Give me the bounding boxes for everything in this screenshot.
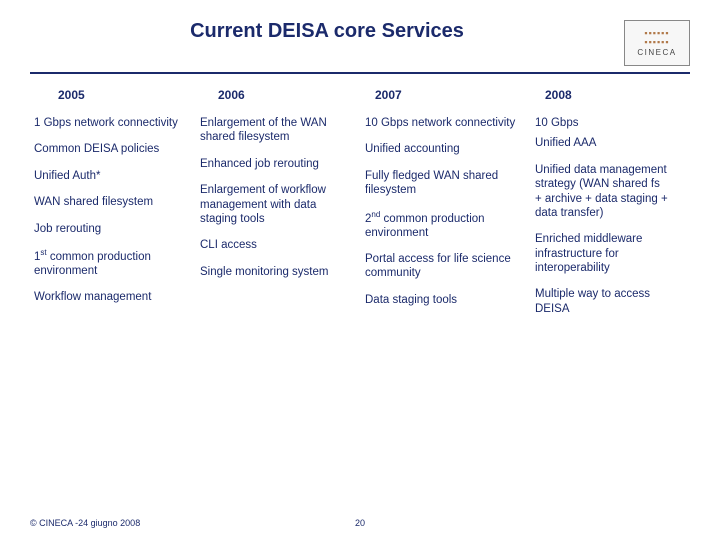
list-item: 10 Gbps	[535, 116, 669, 130]
logo-brand: CINECA	[637, 49, 676, 57]
list-item: Unified Auth*	[34, 169, 184, 183]
list-item: 1 Gbps network connectivity	[34, 116, 184, 130]
year-2006: 2006	[200, 88, 365, 102]
column-2008: 10 Gbps Unified AAA Unified data managem…	[535, 116, 685, 328]
list-item: Unified accounting	[365, 142, 519, 156]
list-item: CLI access	[200, 238, 349, 252]
footer: © CINECA -24 giugno 2008 20	[30, 518, 690, 528]
year-header-row: 2005 2006 2007 2008	[30, 88, 690, 102]
list-item: 10 Gbps network connectivity	[365, 116, 519, 130]
page-number: 20	[355, 518, 365, 528]
list-item: Multiple way to access DEISA	[535, 287, 669, 316]
list-item: Workflow management	[34, 290, 184, 304]
column-2006: Enlargement of the WAN shared filesystem…	[200, 116, 365, 328]
logo-dots-icon: ▪▪▪▪▪▪▪▪▪▪▪▪	[644, 29, 669, 47]
year-2008: 2008	[535, 88, 685, 102]
list-item: Data staging tools	[365, 293, 519, 307]
list-item: Common DEISA policies	[34, 142, 184, 156]
list-item: Unified data management strategy (WAN sh…	[535, 163, 669, 221]
footer-copyright: © CINECA -24 giugno 2008	[30, 518, 140, 528]
year-2005: 2005	[30, 88, 200, 102]
list-item: 1st common production environment	[34, 248, 184, 279]
list-item: Enhanced job rerouting	[200, 157, 349, 171]
title-rule	[30, 72, 690, 74]
list-item: 2nd common production environment	[365, 210, 519, 241]
list-item: Enlargement of the WAN shared filesystem	[200, 116, 349, 145]
list-item: Enriched middleware infrastructure for i…	[535, 232, 669, 275]
title-row: Current DEISA core Services ▪▪▪▪▪▪▪▪▪▪▪▪…	[30, 20, 690, 66]
list-item: Enlargement of workflow management with …	[200, 183, 349, 226]
list-item: Single monitoring system	[200, 265, 349, 279]
year-2007: 2007	[365, 88, 535, 102]
slide: Current DEISA core Services ▪▪▪▪▪▪▪▪▪▪▪▪…	[0, 0, 720, 540]
list-item: Portal access for life science community	[365, 252, 519, 281]
column-2005: 1 Gbps network connectivity Common DEISA…	[30, 116, 200, 328]
column-2007: 10 Gbps network connectivity Unified acc…	[365, 116, 535, 328]
list-item: Job rerouting	[34, 222, 184, 236]
list-item: Unified AAA	[535, 136, 669, 150]
cineca-logo: ▪▪▪▪▪▪▪▪▪▪▪▪ CINECA	[624, 20, 690, 66]
list-item: WAN shared filesystem	[34, 195, 184, 209]
slide-title: Current DEISA core Services	[30, 20, 624, 43]
list-item: Fully fledged WAN shared filesystem	[365, 169, 519, 198]
content-columns: 1 Gbps network connectivity Common DEISA…	[30, 116, 690, 328]
